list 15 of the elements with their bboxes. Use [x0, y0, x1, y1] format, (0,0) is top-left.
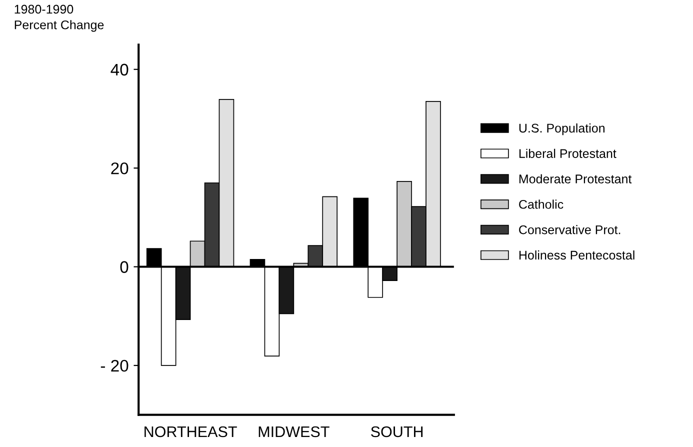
legend-label: Liberal Protestant	[519, 148, 616, 158]
y-tick-label: - 20	[100, 360, 128, 372]
legend-label: Holiness Pentecostal	[519, 250, 634, 260]
chart-title: 1980-1990	[14, 4, 74, 14]
y-tick-label: 20	[111, 162, 128, 174]
y-tick-label: 0	[120, 261, 128, 273]
x-tick-label: MIDWEST	[258, 426, 330, 438]
legend-label: U.S. Population	[519, 123, 604, 136]
legend-label: Moderate Protestant	[519, 174, 632, 184]
y-tick-label: 40	[110, 64, 128, 76]
x-tick-label: NORTHEAST	[144, 426, 237, 438]
y-axis-title: Percent Change	[14, 20, 104, 32]
legend-label: Catholic	[519, 200, 564, 209]
legend-label: Conservative Prot.	[519, 225, 620, 234]
x-tick-label: SOUTH	[371, 426, 423, 438]
